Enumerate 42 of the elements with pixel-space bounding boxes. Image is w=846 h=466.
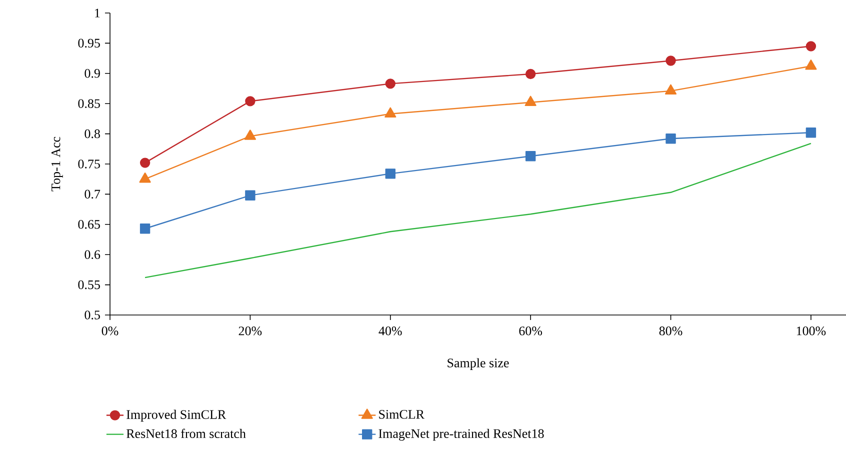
legend-label: Improved SimCLR — [126, 410, 226, 422]
point — [385, 78, 396, 89]
x-tick-label: 20% — [238, 326, 262, 336]
point — [525, 68, 536, 80]
x-tick-label: 100% — [796, 326, 826, 336]
point — [384, 107, 396, 118]
y-tick-label: 0.85 — [78, 99, 100, 108]
point — [245, 190, 256, 201]
y-tick-label: 1 — [95, 8, 100, 18]
y-tick-label: 0.7 — [84, 190, 100, 199]
point — [524, 96, 536, 106]
point — [140, 224, 150, 234]
y-tick-label: 0.75 — [78, 160, 100, 168]
legend-label: ImageNet pre-trained ResNet18 — [378, 428, 544, 441]
x-tick-label: 60% — [519, 326, 542, 336]
point — [806, 41, 816, 52]
legend-label: SimCLR — [379, 410, 424, 419]
y-tick-label: 0.8 — [84, 129, 100, 138]
y-tick-label: 0.55 — [78, 280, 100, 290]
point — [806, 127, 816, 138]
x-axis-title: Sample size — [448, 358, 509, 370]
line-series — [144, 142, 812, 278]
point — [664, 84, 677, 95]
x-tick-label: 80% — [659, 326, 682, 336]
y-tick-label: 0.9 — [84, 68, 100, 78]
point — [139, 172, 151, 183]
point — [666, 134, 676, 144]
x-tick-label: 0% — [102, 326, 118, 336]
x-tick-label: 40% — [378, 326, 402, 336]
y-tick-label: 0.5 — [84, 310, 100, 320]
legend-label: ResNet18 from scratch — [126, 428, 246, 438]
point — [140, 158, 150, 168]
point — [244, 130, 256, 140]
point — [666, 56, 676, 66]
y-tick-label: 0.65 — [78, 220, 100, 229]
point — [525, 151, 536, 162]
point — [385, 168, 396, 179]
y-tick-label: 0.95 — [78, 38, 100, 48]
y-tick-label: 0.6 — [84, 250, 100, 260]
y-axis-title: Top-1 Acc — [52, 136, 63, 192]
point — [245, 96, 256, 106]
point — [805, 60, 817, 70]
